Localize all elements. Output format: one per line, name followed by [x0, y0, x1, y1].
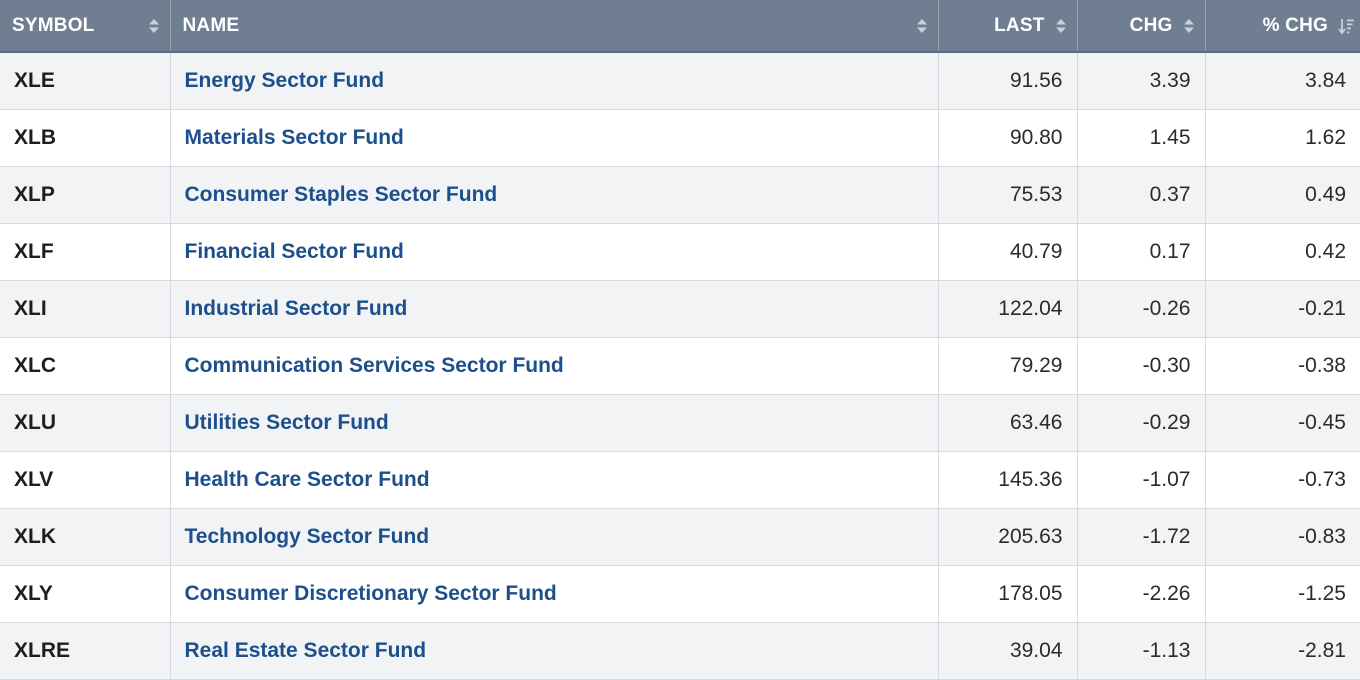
table-body: XLE Energy Sector Fund 91.56 3.39 3.84 XLB Mat…: [0, 52, 1360, 680]
last-cell: 178.05: [938, 565, 1078, 623]
last-cell: 63.46: [938, 394, 1078, 452]
chg-cell: -0.29: [1077, 394, 1206, 452]
pct-chg-cell: -0.21: [1205, 280, 1360, 338]
pct-chg-cell: -2.81: [1205, 622, 1360, 680]
symbol-cell: XLK: [0, 508, 171, 566]
symbol-cell: XLC: [0, 337, 171, 395]
column-header-symbol-label: SYMBOL: [12, 14, 95, 36]
sort-both-icon[interactable]: [148, 17, 160, 35]
name-cell: Materials Sector Fund: [170, 109, 939, 167]
table-row[interactable]: XLC Communication Services Sector Fund 79.…: [0, 337, 1360, 395]
table-row[interactable]: XLF Financial Sector Fund 40.79 0.17 0.42: [0, 223, 1360, 281]
fund-name-link[interactable]: Energy Sector Fund: [184, 68, 385, 92]
symbol-cell: XLI: [0, 280, 171, 338]
fund-name-link[interactable]: Communication Services Sector Fund: [184, 353, 564, 377]
last-cell: 145.36: [938, 451, 1078, 509]
column-header-chg[interactable]: CHG: [1077, 0, 1206, 53]
chg-cell: -1.72: [1077, 508, 1206, 566]
chg-cell: 1.45: [1077, 109, 1206, 167]
pct-chg-cell: -0.83: [1205, 508, 1360, 566]
name-cell: Communication Services Sector Fund: [170, 337, 939, 395]
fund-name-link[interactable]: Technology Sector Fund: [184, 524, 430, 548]
pct-chg-cell: -0.45: [1205, 394, 1360, 452]
table-row[interactable]: XLRE Real Estate Sector Fund 39.04 -1.13 -2.…: [0, 622, 1360, 680]
name-cell: Utilities Sector Fund: [170, 394, 939, 452]
last-cell: 75.53: [938, 166, 1078, 224]
fund-name-link[interactable]: Financial Sector Fund: [184, 239, 404, 263]
name-cell: Industrial Sector Fund: [170, 280, 939, 338]
table-row[interactable]: XLU Utilities Sector Fund 63.46 -0.29 -0.45: [0, 394, 1360, 452]
chg-cell: -0.26: [1077, 280, 1206, 338]
column-header-pct-chg-label: % CHG: [1262, 14, 1328, 36]
last-cell: 40.79: [938, 223, 1078, 281]
sort-both-icon[interactable]: [916, 17, 928, 35]
table-row[interactable]: XLY Consumer Discretionary Sector Fund 178…: [0, 565, 1360, 623]
table-row[interactable]: XLE Energy Sector Fund 91.56 3.39 3.84: [0, 52, 1360, 110]
pct-chg-cell: -0.73: [1205, 451, 1360, 509]
name-cell: Real Estate Sector Fund: [170, 622, 939, 680]
fund-name-link[interactable]: Real Estate Sector Fund: [184, 638, 427, 662]
column-header-name-label: NAME: [182, 14, 240, 36]
name-cell: Financial Sector Fund: [170, 223, 939, 281]
table-row[interactable]: XLB Materials Sector Fund 90.80 1.45 1.62: [0, 109, 1360, 167]
symbol-cell: XLF: [0, 223, 171, 281]
pct-chg-cell: 0.49: [1205, 166, 1360, 224]
symbol-cell: XLRE: [0, 622, 171, 680]
symbol-cell: XLB: [0, 109, 171, 167]
symbol-cell: XLY: [0, 565, 171, 623]
pct-chg-cell: -0.38: [1205, 337, 1360, 395]
table-row[interactable]: XLI Industrial Sector Fund 122.04 -0.26 -0.2…: [0, 280, 1360, 338]
symbol-cell: XLP: [0, 166, 171, 224]
fund-name-link[interactable]: Materials Sector Fund: [184, 125, 404, 149]
sort-descending-icon[interactable]: [1338, 17, 1354, 35]
column-header-name[interactable]: NAME: [170, 0, 939, 53]
name-cell: Health Care Sector Fund: [170, 451, 939, 509]
column-header-chg-label: CHG: [1129, 14, 1173, 36]
pct-chg-cell: -1.25: [1205, 565, 1360, 623]
pct-chg-cell: 1.62: [1205, 109, 1360, 167]
name-cell: Technology Sector Fund: [170, 508, 939, 566]
last-cell: 39.04: [938, 622, 1078, 680]
chg-cell: -1.13: [1077, 622, 1206, 680]
symbol-cell: XLV: [0, 451, 171, 509]
last-cell: 91.56: [938, 52, 1078, 110]
chg-cell: 0.37: [1077, 166, 1206, 224]
symbol-cell: XLU: [0, 394, 171, 452]
chg-cell: -1.07: [1077, 451, 1206, 509]
last-cell: 122.04: [938, 280, 1078, 338]
column-header-pct-chg[interactable]: % CHG: [1205, 0, 1360, 53]
sort-both-icon[interactable]: [1055, 17, 1067, 35]
fund-name-link[interactable]: Consumer Staples Sector Fund: [184, 182, 498, 206]
table-row[interactable]: XLP Consumer Staples Sector Fund 75.53 0.37…: [0, 166, 1360, 224]
sort-both-icon[interactable]: [1183, 17, 1195, 35]
name-cell: Energy Sector Fund: [170, 52, 939, 110]
fund-name-link[interactable]: Industrial Sector Fund: [184, 296, 408, 320]
column-header-last-label: LAST: [994, 14, 1045, 36]
column-header-symbol[interactable]: SYMBOL: [0, 0, 171, 53]
pct-chg-cell: 3.84: [1205, 52, 1360, 110]
name-cell: Consumer Discretionary Sector Fund: [170, 565, 939, 623]
pct-chg-cell: 0.42: [1205, 223, 1360, 281]
column-header-last[interactable]: LAST: [938, 0, 1078, 53]
symbol-cell: XLE: [0, 52, 171, 110]
name-cell: Consumer Staples Sector Fund: [170, 166, 939, 224]
last-cell: 90.80: [938, 109, 1078, 167]
fund-name-link[interactable]: Health Care Sector Fund: [184, 467, 430, 491]
table-row[interactable]: XLV Health Care Sector Fund 145.36 -1.07 -0.…: [0, 451, 1360, 509]
table-header: SYMBOL NAME LAST: [0, 0, 1360, 53]
chg-cell: -0.30: [1077, 337, 1206, 395]
last-cell: 79.29: [938, 337, 1078, 395]
chg-cell: 3.39: [1077, 52, 1206, 110]
table-row[interactable]: XLK Technology Sector Fund 205.63 -1.72 -0.8…: [0, 508, 1360, 566]
fund-name-link[interactable]: Consumer Discretionary Sector Fund: [184, 581, 557, 605]
fund-name-link[interactable]: Utilities Sector Fund: [184, 410, 389, 434]
chg-cell: -2.26: [1077, 565, 1206, 623]
chg-cell: 0.17: [1077, 223, 1206, 281]
last-cell: 205.63: [938, 508, 1078, 566]
